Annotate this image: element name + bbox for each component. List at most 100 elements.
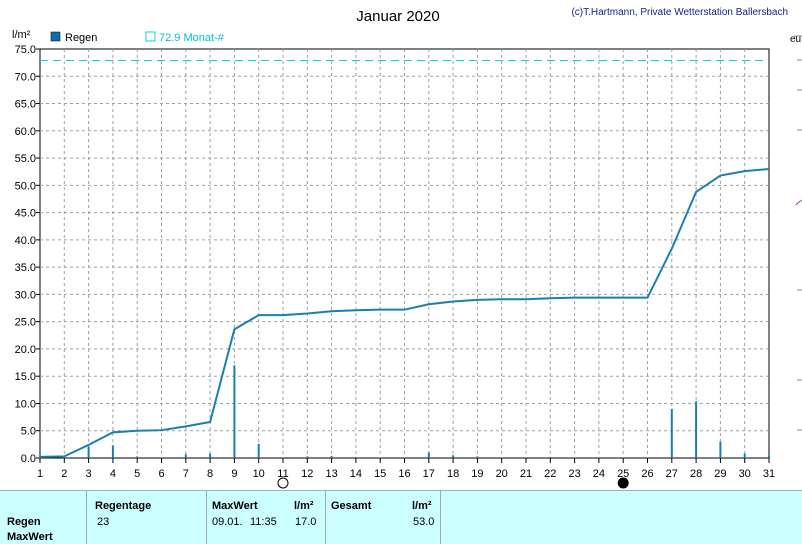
x-tick-label: 13 <box>325 468 337 480</box>
y-tick-label: 10.0 <box>15 398 36 410</box>
y-tick-label: 40.0 <box>15 235 36 247</box>
x-tick-label: 30 <box>739 468 751 480</box>
daily-rain-bars <box>39 365 770 458</box>
x-tick-label: 15 <box>374 468 386 480</box>
x-tick-label: 24 <box>593 468 605 480</box>
daily-rain-bar <box>136 456 139 458</box>
y-tick-label: 70.0 <box>15 71 36 83</box>
x-tick-label: 9 <box>231 468 237 480</box>
maxwert-value: 17.0 <box>295 516 317 528</box>
x-tick-label: 21 <box>520 468 532 480</box>
y-axis-label: l/m² <box>12 29 31 41</box>
daily-rain-bar <box>184 454 187 458</box>
daily-rain-bar <box>768 455 770 458</box>
daily-rain-bar <box>306 456 309 458</box>
x-tick-label: 11 <box>277 468 288 480</box>
daily-rain-bar <box>743 453 746 458</box>
x-tick-label: 6 <box>158 468 164 480</box>
daily-rain-bar <box>63 457 66 458</box>
x-tick-label: 16 <box>398 468 410 480</box>
x-tick-label: 12 <box>301 468 313 480</box>
daily-rain-bar <box>573 457 576 458</box>
x-axis: 1 2 3 4 5 6 7 8 9 10 11 12 13 14 15 16 17 18 19 20 21 22 23 24 2… <box>37 458 775 480</box>
x-tick-label: 23 <box>568 468 580 480</box>
new-moon-icon <box>617 477 629 489</box>
daily-rain-bar <box>452 455 455 458</box>
chart-title: Januar 2020 <box>356 8 439 25</box>
daily-rain-bar <box>257 443 260 458</box>
cumulative-rain <box>39 59 770 458</box>
y-tick-label: 15.0 <box>15 371 36 383</box>
gesamt-value: 53.0 <box>413 516 435 528</box>
x-tick-label: 17 <box>423 468 435 480</box>
daily-rain-bar <box>379 457 382 458</box>
cumulative-rain-line <box>39 167 770 458</box>
x-tick-label: 26 <box>641 468 653 480</box>
daily-rain-bar <box>670 408 673 458</box>
x-tick-label: 22 <box>544 468 556 480</box>
y-tick-label: 20.0 <box>15 344 36 356</box>
legend-monat-label: 72.9 Monat-# <box>159 32 225 44</box>
x-tick-label: 18 <box>447 468 459 480</box>
daily-rain-bar <box>209 453 212 458</box>
stats-header-regentage: Regentage <box>95 500 152 512</box>
stats-row-maxwert: MaxWert <box>7 531 53 543</box>
y-tick-label: 50.0 <box>15 180 36 192</box>
y-tick-label: 0.0 <box>21 453 36 465</box>
daily-rain-bar <box>354 456 357 458</box>
legend-regen-label: Regen <box>65 32 97 44</box>
grid <box>39 48 770 459</box>
moon-phases <box>277 477 629 489</box>
daily-rain-bar <box>233 365 236 458</box>
x-tick-label: 2 <box>61 468 67 480</box>
full-moon-icon <box>277 477 289 489</box>
daily-rain-bar <box>111 445 114 458</box>
credit-text: (c)T.Hartmann, Private Wetterstation Bal… <box>571 7 788 18</box>
daily-rain-bar <box>476 456 479 458</box>
x-tick-label: 8 <box>207 468 213 480</box>
daily-rain-bar <box>549 456 552 458</box>
maxwert-date: 09.01. <box>212 516 243 528</box>
y-tick-label: 25.0 <box>15 317 36 329</box>
x-tick-label: 14 <box>350 468 362 480</box>
daily-rain-bar <box>160 457 163 458</box>
legend-regen-swatch <box>50 31 61 42</box>
rain-chart: Januar 2020 (c)T.Hartmann, Private Wette… <box>12 7 802 489</box>
stats-header-gesamt: Gesamt <box>331 500 372 512</box>
x-tick-label: 4 <box>110 468 116 480</box>
right-edge-text: eu <box>790 34 801 45</box>
maxwert-time: 11:35 <box>250 516 277 528</box>
y-tick-label: 45.0 <box>15 208 36 220</box>
stats-row-regen: Regen <box>7 516 41 528</box>
x-tick-label: 5 <box>134 468 140 480</box>
daily-rain-bar <box>719 441 722 458</box>
x-tick-label: 20 <box>496 468 508 480</box>
x-tick-label: 27 <box>666 468 678 480</box>
stats-header-maxwert: MaxWert <box>212 500 258 512</box>
y-axis: 0.0 5.0 10.0 15.0 20.0 25.0 30.0 35.0 40.0 45.0 50… <box>15 44 40 465</box>
daily-rain-bar <box>330 455 333 458</box>
y-tick-label: 60.0 <box>15 126 36 138</box>
x-tick-label: 1 <box>37 468 43 480</box>
y-tick-label: 5.0 <box>21 426 36 438</box>
y-tick-label: 55.0 <box>15 153 36 165</box>
x-tick-label: 29 <box>714 468 726 480</box>
stats-header-unit2: l/m² <box>412 500 432 512</box>
stats-header-unit1: l/m² <box>294 500 314 512</box>
y-tick-label: 30.0 <box>15 289 36 301</box>
y-tick-label: 35.0 <box>15 262 36 274</box>
x-tick-label: 25 <box>617 468 629 480</box>
daily-rain-bar <box>87 446 90 458</box>
x-tick-label: 10 <box>253 468 265 480</box>
daily-rain-bar <box>500 457 503 458</box>
right-edge-fragment <box>794 35 802 431</box>
daily-rain-bar <box>427 452 430 458</box>
y-tick-label: 65.0 <box>15 99 36 111</box>
daily-rain-bar <box>39 456 41 458</box>
x-tick-label: 3 <box>86 468 92 480</box>
regentage-value: 23 <box>97 516 110 528</box>
x-tick-label: 19 <box>471 468 483 480</box>
y-tick-label: 75.0 <box>15 44 36 56</box>
x-tick-label: 31 <box>763 468 775 480</box>
x-tick-label: 7 <box>183 468 189 480</box>
